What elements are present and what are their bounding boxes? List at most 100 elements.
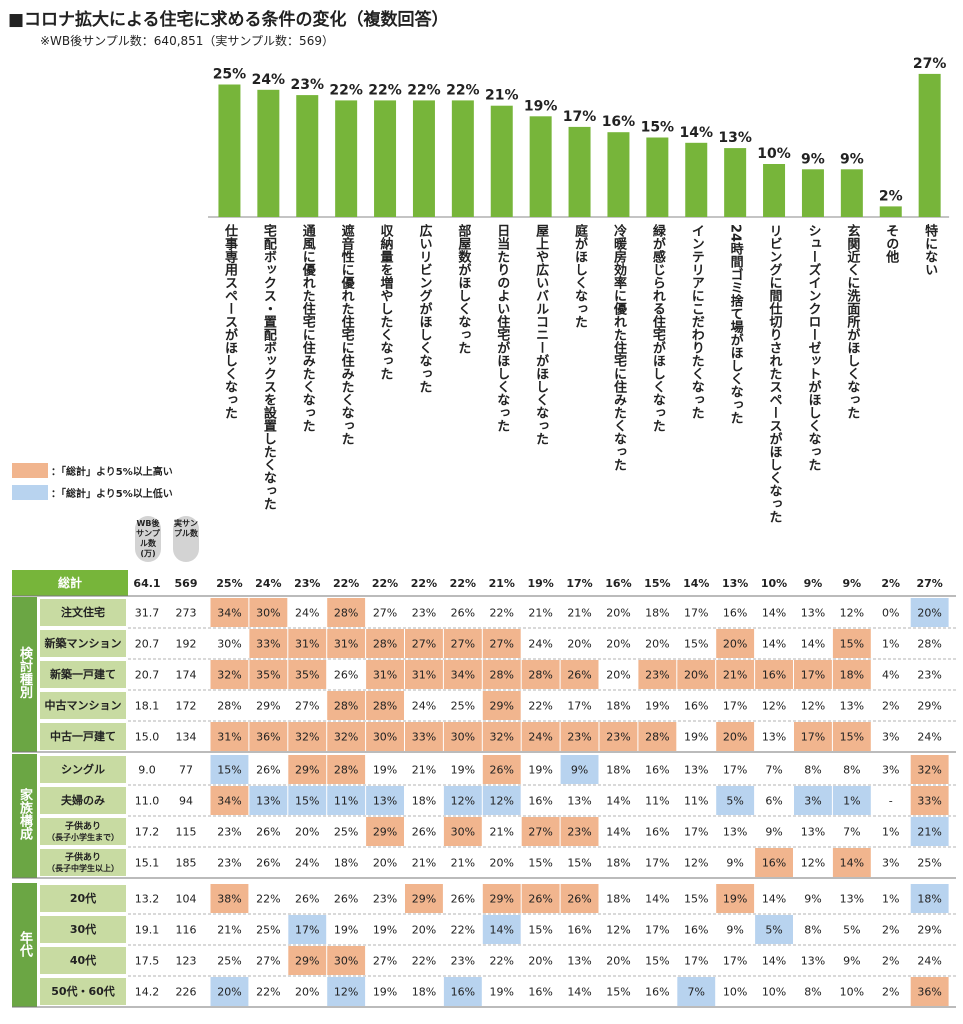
group-label: 家族構成 <box>17 787 33 841</box>
cell-highlight-high <box>327 946 366 975</box>
table-cell-value: 26% <box>451 607 475 620</box>
row-sample-count: 104 <box>176 893 197 906</box>
table-cell-value: 20% <box>490 857 514 870</box>
table-cell-value: 27% <box>490 638 514 651</box>
table-cell-value: 29% <box>373 826 397 839</box>
table-cell-value: 18% <box>412 795 436 808</box>
bar-value-label: 19% <box>524 98 558 114</box>
table-cell-value: 21% <box>723 669 747 682</box>
cell-highlight-high <box>210 722 249 751</box>
cell-highlight-high <box>832 848 871 877</box>
table-cell-value: 20% <box>917 607 941 620</box>
table-cell-value: 22% <box>256 893 280 906</box>
table-cell-value: 21% <box>490 826 514 839</box>
bar-value-label: 22% <box>446 82 480 98</box>
row-wb-value: 17.5 <box>135 955 160 968</box>
cell-highlight-high <box>521 722 560 751</box>
table-cell-value: 27% <box>451 638 475 651</box>
table-cell-value: 10% <box>761 577 787 590</box>
bar <box>607 132 630 217</box>
cell-highlight-high <box>521 660 560 689</box>
table-cell-value: 24% <box>412 700 436 713</box>
cell-highlight-high <box>521 884 560 913</box>
table-cell-value: 9% <box>843 577 862 590</box>
table-cell-value: 26% <box>567 669 591 682</box>
row-label-cell <box>40 692 126 719</box>
table-cell-value: 15% <box>606 986 630 999</box>
table-cell-value: 25% <box>334 826 358 839</box>
bar-value-label: 24% <box>252 72 286 88</box>
legend-low: ：「総計」より5%以上低い <box>12 483 173 501</box>
table-cell-value: 14% <box>683 577 709 590</box>
table-cell-value: 9% <box>765 826 782 839</box>
table-cell-value: 12% <box>490 795 514 808</box>
row-sample-count: 185 <box>176 857 197 870</box>
table-cell-value: 8% <box>804 924 821 937</box>
bar-category-label: インテリアにこだわりたくなった <box>689 224 705 419</box>
bar-value-label: 9% <box>801 151 825 167</box>
table-cell-value: 19% <box>334 924 358 937</box>
bar <box>646 137 669 217</box>
cell-highlight-high <box>755 848 793 877</box>
cell-highlight-high <box>482 691 521 720</box>
table-cell-value: 14% <box>490 924 514 937</box>
table-cell-value: 14% <box>762 955 786 968</box>
table-cell-value: 22% <box>490 955 514 968</box>
bar-category-label: 仕事専用スペースがほしくなった <box>222 223 239 419</box>
table-cell-value: 29% <box>412 893 436 906</box>
table-cell-value: 11% <box>645 795 669 808</box>
row-sample-count: 192 <box>176 638 197 651</box>
row-label: 子供あり <box>65 820 101 832</box>
table-cell-value: 25% <box>256 924 280 937</box>
table-cell-value: 21% <box>528 607 552 620</box>
cell-highlight-high <box>288 755 327 784</box>
table-cell-value: 29% <box>917 924 941 937</box>
row-sample-count: 77 <box>179 764 193 777</box>
cell-highlight-low <box>910 884 949 913</box>
table-cell-value: 9% <box>726 924 743 937</box>
table-cell-value: 31% <box>217 731 241 744</box>
cell-highlight-high <box>560 817 599 846</box>
cell-highlight-high <box>210 660 249 689</box>
table-cell-value: 24% <box>295 857 319 870</box>
table-cell-value: 18% <box>606 764 630 777</box>
cell-highlight-low <box>832 786 871 815</box>
row-sample-count: 569 <box>175 577 198 590</box>
table-cell-value: 23% <box>217 826 241 839</box>
cell-highlight-high <box>638 722 677 751</box>
cell-highlight-high <box>210 786 249 815</box>
cell-highlight-high <box>716 884 755 913</box>
table-cell-value: 22% <box>256 986 280 999</box>
row-sample-count: 116 <box>176 924 197 937</box>
table-cell-value: 15% <box>840 731 864 744</box>
table-cell-value: 20% <box>373 857 397 870</box>
bar-value-label: 25% <box>213 67 247 83</box>
table-cell-value: 13% <box>801 955 825 968</box>
table-cell-value: 16% <box>605 577 631 590</box>
bar-category-label: 特にない <box>922 223 938 276</box>
table-cell-value: 32% <box>295 731 319 744</box>
table-cell-value: 12% <box>606 924 630 937</box>
table-cell-value: 31% <box>412 669 436 682</box>
cell-highlight-high <box>366 817 404 846</box>
row-wb-value: 11.0 <box>135 795 160 808</box>
table-cell-value: 24% <box>255 577 281 590</box>
group-band <box>12 883 37 1007</box>
table-cell-value: 28% <box>334 764 358 777</box>
cell-highlight-low <box>910 817 949 846</box>
cell-highlight-high <box>482 884 521 913</box>
row-sublabel: （長子小学生まで） <box>47 832 119 842</box>
cell-highlight-low <box>249 786 288 815</box>
bar-category-label: その他 <box>883 224 900 264</box>
table-cell-value: 30% <box>256 607 280 620</box>
table-cell-value: 23% <box>294 577 320 590</box>
cell-highlight-high <box>832 629 871 658</box>
table-cell-value: 15% <box>217 764 241 777</box>
table-cell-value: 27% <box>412 638 436 651</box>
table-cell-value: 30% <box>451 731 475 744</box>
table-cell-value: 12% <box>451 795 475 808</box>
table-cell-value: 28% <box>490 669 514 682</box>
table-cell-value: 34% <box>451 669 475 682</box>
table-cell-value: 22% <box>528 700 552 713</box>
table-cell-value: 20% <box>723 638 747 651</box>
